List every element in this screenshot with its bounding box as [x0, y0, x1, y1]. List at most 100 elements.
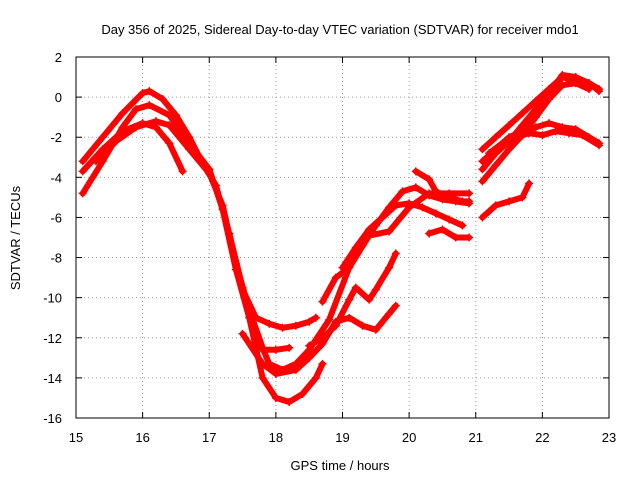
data-point-marker	[331, 273, 340, 282]
data-point-marker	[165, 111, 174, 120]
data-point-marker	[305, 341, 314, 350]
data-point-marker	[78, 157, 87, 166]
data-point-marker	[518, 109, 527, 118]
data-point-marker	[118, 109, 127, 118]
data-point-marker	[445, 193, 454, 202]
data-point-marker	[365, 225, 374, 234]
data-point-marker	[478, 177, 487, 186]
data-point-marker	[485, 149, 494, 158]
data-point-marker	[465, 197, 474, 206]
data-point-marker	[385, 309, 394, 318]
data-point-marker	[305, 353, 314, 362]
data-point-marker	[585, 79, 594, 88]
data-point-marker	[491, 161, 500, 170]
data-point-marker	[525, 179, 534, 188]
data-point-marker	[425, 175, 434, 184]
data-point-marker	[491, 133, 500, 142]
x-tick-label: 18	[269, 430, 283, 445]
data-point-marker	[518, 193, 527, 202]
data-point-marker	[78, 167, 87, 176]
data-point-marker	[431, 209, 440, 218]
data-point-marker	[465, 189, 474, 198]
data-point-marker	[385, 227, 394, 236]
data-point-marker	[345, 295, 354, 304]
data-point-marker	[558, 81, 567, 90]
x-tick-label: 21	[469, 430, 483, 445]
data-point-marker	[305, 317, 314, 326]
data-point-marker	[505, 121, 514, 130]
data-point-marker	[98, 133, 107, 142]
data-point-marker	[478, 165, 487, 174]
data-point-marker	[158, 95, 167, 104]
data-point-marker	[531, 123, 540, 132]
data-point-marker	[131, 105, 140, 114]
data-point-marker	[145, 101, 154, 110]
data-point-marker	[558, 71, 567, 80]
data-point-marker	[351, 243, 360, 252]
data-point-marker	[595, 141, 604, 150]
data-point-marker	[318, 297, 327, 306]
data-point-marker	[391, 201, 400, 210]
data-point-marker	[131, 123, 140, 132]
series-trace-14	[479, 72, 602, 173]
data-point-marker	[505, 145, 514, 154]
y-tick-label: -6	[50, 210, 62, 225]
data-point-marker	[545, 89, 554, 98]
data-point-marker	[378, 213, 387, 222]
data-series	[78, 71, 604, 406]
data-point-marker	[111, 137, 120, 146]
data-point-marker	[425, 229, 434, 238]
data-point-marker	[578, 131, 587, 140]
data-point-marker	[78, 189, 87, 198]
data-point-marker	[278, 323, 287, 332]
x-tick-label: 20	[402, 430, 416, 445]
data-point-marker	[391, 249, 400, 258]
data-point-marker	[258, 373, 267, 382]
data-point-marker	[531, 97, 540, 106]
data-point-marker	[325, 315, 334, 324]
data-point-marker	[338, 263, 347, 272]
data-point-marker	[238, 283, 247, 292]
data-point-marker	[285, 397, 294, 406]
data-point-marker	[298, 389, 307, 398]
y-tick-label: -4	[50, 170, 62, 185]
data-point-marker	[531, 113, 540, 122]
y-tick-label: 2	[55, 50, 62, 65]
data-point-marker	[205, 169, 214, 178]
data-point-marker	[571, 73, 580, 82]
data-point-marker	[458, 221, 467, 230]
data-point-marker	[478, 157, 487, 166]
data-point-marker	[371, 325, 380, 334]
data-point-marker	[538, 131, 547, 140]
series-trace-1	[79, 88, 319, 331]
data-point-marker	[291, 321, 300, 330]
data-point-marker	[165, 139, 174, 148]
y-tick-label: 0	[55, 90, 62, 105]
data-point-marker	[318, 359, 327, 368]
y-tick-label: -12	[43, 331, 62, 346]
data-point-marker	[545, 119, 554, 128]
data-point-marker	[411, 183, 420, 192]
data-point-marker	[271, 369, 280, 378]
data-point-marker	[445, 215, 454, 224]
data-point-marker	[438, 225, 447, 234]
x-tick-label: 15	[69, 430, 83, 445]
data-point-marker	[151, 117, 160, 126]
data-point-marker	[511, 133, 520, 142]
data-point-marker	[418, 203, 427, 212]
y-tick-label: -10	[43, 291, 62, 306]
data-point-marker	[331, 321, 340, 330]
data-point-marker	[551, 127, 560, 136]
data-point-marker	[371, 285, 380, 294]
data-point-marker	[265, 319, 274, 328]
y-tick-label: -8	[50, 251, 62, 266]
data-point-marker	[451, 233, 460, 242]
data-point-marker	[365, 295, 374, 304]
data-point-marker	[311, 313, 320, 322]
data-point-marker	[498, 139, 507, 148]
data-point-marker	[345, 313, 354, 322]
x-tick-label: 19	[335, 430, 349, 445]
data-point-marker	[391, 301, 400, 310]
data-point-marker	[178, 167, 187, 176]
